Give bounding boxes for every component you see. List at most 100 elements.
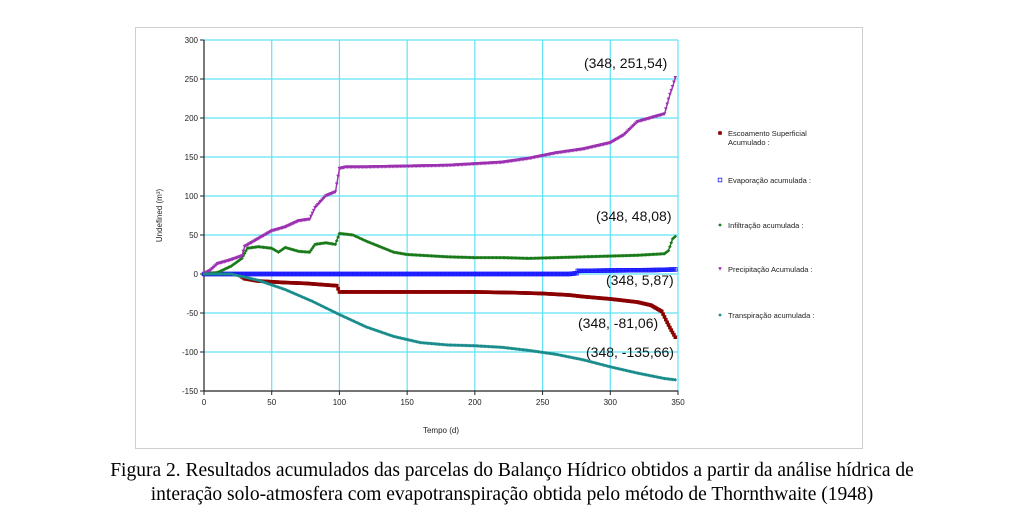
data-point-infiltracao	[366, 239, 370, 244]
series-infiltracao	[202, 231, 678, 276]
x-tick-label: 0	[202, 398, 207, 407]
data-point-transpiracao	[337, 312, 342, 317]
data-point-precipitacao	[672, 80, 676, 85]
data-point-transpiracao	[257, 278, 262, 283]
data-point-transpiracao	[310, 299, 315, 304]
data-point-infiltracao	[662, 251, 667, 256]
y-tick-label: 0	[194, 270, 199, 279]
data-point-infiltracao	[237, 258, 242, 263]
annotation-label: (348, 5,87)	[606, 272, 674, 288]
data-point-transpiracao	[360, 323, 365, 327]
data-point-transpiracao	[351, 319, 355, 323]
y-tick-label: 100	[185, 192, 199, 201]
data-point-precipitacao	[673, 75, 678, 80]
data-point-transpiracao	[263, 280, 267, 285]
chart-frame: -150 -100 -50 0 50 100 150 200 250 300 0 50 100 150 20…	[135, 27, 863, 449]
data-point-precipitacao	[666, 97, 671, 102]
data-point-infiltracao	[336, 235, 340, 239]
series-line-precipitacao	[203, 77, 676, 275]
data-point-transpiracao	[372, 328, 377, 332]
x-axis-title: Tempo (d)	[423, 426, 459, 435]
data-point-transpiracao	[352, 319, 357, 324]
data-point-transpiracao	[355, 320, 359, 325]
legend-label: Escoamento Superficial	[728, 129, 807, 138]
data-point-transpiracao	[290, 290, 294, 295]
data-point-escoamento	[668, 325, 672, 330]
y-tick-label: 200	[185, 114, 199, 123]
data-point-infiltracao	[380, 245, 385, 250]
data-point-evaporacao	[574, 271, 579, 276]
y-axis-title: Undefined (m³)	[155, 188, 164, 242]
series-line-infiltracao	[203, 232, 676, 275]
data-point-infiltracao	[378, 244, 382, 249]
series-transpiracao	[202, 272, 678, 382]
data-point-transpiracao	[305, 297, 309, 301]
data-point-precipitacao	[333, 190, 338, 194]
data-point-transpiracao	[379, 330, 384, 334]
data-point-infiltracao	[359, 236, 363, 241]
data-point-infiltracao	[376, 244, 381, 248]
data-point-infiltracao	[666, 248, 671, 253]
data-point-transpiracao	[275, 284, 279, 289]
chart-svg: -150 -100 -50 0 50 100 150 200 250 300 0 50 100 150 20…	[155, 36, 814, 435]
legend-marker	[717, 177, 723, 183]
data-point-transpiracao	[343, 315, 347, 319]
data-point-transpiracao	[673, 378, 678, 382]
data-point-transpiracao	[359, 322, 363, 327]
data-point-transpiracao	[286, 288, 290, 293]
data-point-transpiracao	[282, 287, 286, 291]
data-point-transpiracao	[375, 328, 380, 333]
data-point-precipitacao	[669, 88, 674, 93]
data-point-transpiracao	[344, 315, 348, 320]
data-point-precipitacao	[240, 254, 244, 258]
data-point-infiltracao	[352, 233, 357, 238]
data-point-precipitacao	[309, 214, 313, 219]
data-point-transpiracao	[330, 309, 335, 314]
data-point-precipitacao	[662, 112, 667, 116]
x-tick-label: 250	[536, 398, 550, 407]
data-point-transpiracao	[367, 326, 372, 330]
data-point-infiltracao	[389, 249, 393, 253]
data-point-infiltracao	[236, 259, 240, 264]
data-point-transpiracao	[295, 293, 300, 297]
data-point-infiltracao	[280, 247, 285, 252]
data-point-transpiracao	[345, 316, 350, 321]
data-point-escoamento	[659, 309, 664, 314]
data-point-escoamento	[665, 320, 669, 325]
data-point-transpiracao	[348, 317, 353, 322]
data-point-transpiracao	[279, 286, 283, 290]
data-point-transpiracao	[376, 329, 381, 334]
data-point-transpiracao	[385, 332, 389, 336]
data-point-escoamento	[662, 315, 667, 319]
data-point-evaporacao	[673, 267, 678, 272]
data-point-infiltracao	[221, 268, 225, 272]
y-tick-label: -100	[182, 348, 199, 357]
data-point-transpiracao	[320, 304, 324, 308]
caption-line-1: Figura 2. Resultados acumulados das parc…	[110, 460, 914, 481]
data-point-infiltracao	[385, 247, 389, 252]
legend-item-infiltracao	[718, 223, 722, 227]
data-point-transpiracao	[321, 304, 325, 309]
x-tick-label: 100	[333, 398, 347, 407]
legend-item-precipitacao	[718, 267, 722, 271]
data-point-transpiracao	[306, 297, 311, 302]
data-point-precipitacao	[664, 107, 668, 112]
data-point-transpiracao	[288, 290, 293, 294]
data-point-escoamento	[334, 283, 339, 288]
data-point-infiltracao	[390, 249, 395, 254]
data-point-escoamento	[336, 287, 340, 291]
annotation-label: (348, 48,08)	[596, 208, 672, 224]
legend-marker	[718, 131, 722, 135]
data-point-transpiracao	[366, 325, 370, 330]
legend-item-escoamento	[718, 131, 722, 135]
grid-lines	[204, 39, 679, 391]
data-point-transpiracao	[380, 330, 385, 335]
data-point-transpiracao	[326, 307, 331, 312]
data-point-transpiracao	[333, 310, 338, 315]
legend-label: Infiltração acumulada :	[728, 221, 803, 230]
figure-caption: Figura 2. Resultados acumulados das parc…	[0, 459, 1024, 507]
legend-marker	[718, 267, 722, 271]
data-point-precipitacao	[668, 92, 672, 97]
data-point-precipitacao	[307, 217, 312, 222]
data-point-transpiracao	[383, 331, 388, 336]
